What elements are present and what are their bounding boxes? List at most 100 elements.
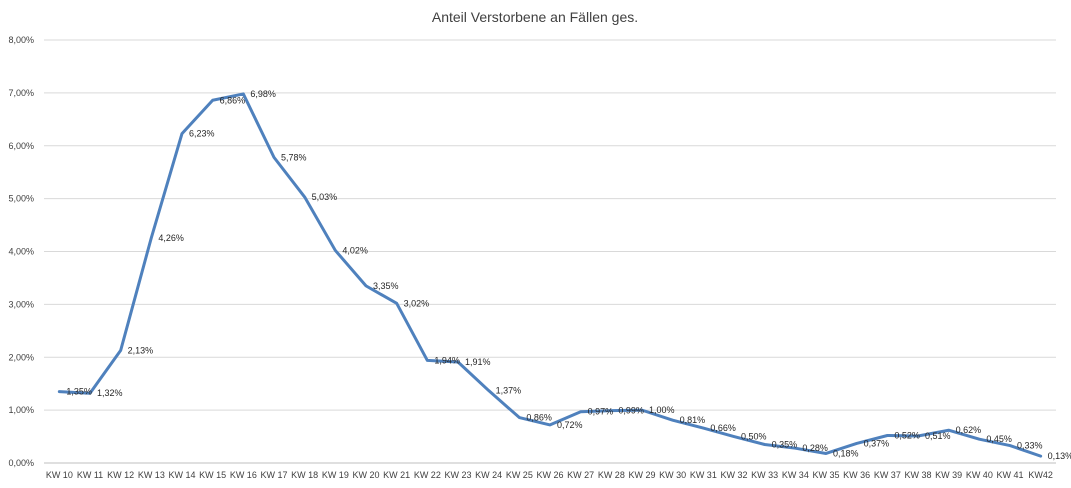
data-point: [457, 361, 459, 363]
x-tick-label: KW 24: [475, 470, 502, 480]
data-point: [549, 424, 551, 426]
data-label: 5,78%: [281, 152, 307, 162]
y-tick-label: 1,00%: [8, 405, 34, 415]
x-tick-label: KW 27: [567, 470, 594, 480]
x-tick-label: KW 22: [414, 470, 441, 480]
data-label: 0,37%: [864, 438, 890, 448]
x-tick-label: KW 14: [168, 470, 195, 480]
x-tick-label: KW 13: [138, 470, 165, 480]
x-tick-label: KW 10: [46, 470, 73, 480]
data-label: 3,02%: [404, 298, 430, 308]
x-tick-label: KW 33: [751, 470, 778, 480]
data-point: [89, 392, 91, 394]
data-label: 0,35%: [772, 439, 798, 449]
y-tick-label: 8,00%: [8, 35, 34, 45]
data-label: 0,72%: [557, 420, 583, 430]
data-point: [365, 285, 367, 287]
y-tick-label: 2,00%: [8, 352, 34, 362]
x-tick-label: KW 18: [291, 470, 318, 480]
data-label: 0,66%: [710, 423, 736, 433]
data-label: 0,28%: [802, 443, 828, 453]
x-tick-labels: KW 10 KW 11 KW 12 KW 13 KW 14 KW 15 KW 16 KW 17…: [46, 470, 1053, 480]
data-point: [886, 435, 888, 437]
y-axis: 0,00% 1,00% 2,00% 3,00% 4,00% 5,00% 6,00% 7,00%…: [8, 35, 34, 468]
series-line-path: [57, 92, 1043, 458]
data-label: 0,97%: [588, 407, 614, 417]
data-point: [120, 349, 122, 351]
x-tick-label: KW 26: [536, 470, 563, 480]
series-line: [57, 92, 1043, 458]
x-tick-label: KW 36: [843, 470, 870, 480]
data-point: [948, 429, 950, 431]
data-label: 0,81%: [680, 415, 706, 425]
data-label: 4,26%: [158, 233, 184, 243]
data-point: [641, 409, 643, 411]
y-tick-label: 6,00%: [8, 141, 34, 151]
data-point: [1009, 445, 1011, 447]
data-point: [150, 237, 152, 239]
data-label: 1,37%: [496, 386, 522, 396]
data-label: 0,45%: [986, 434, 1012, 444]
data-label: 1,32%: [97, 388, 123, 398]
x-tick-label: KW 19: [322, 470, 349, 480]
x-tick-label: KW 37: [874, 470, 901, 480]
data-point: [856, 442, 858, 444]
x-tick-label: KW 38: [904, 470, 931, 480]
y-tick-label: 5,00%: [8, 194, 34, 204]
y-tick-label: 3,00%: [8, 299, 34, 309]
data-point: [672, 419, 674, 421]
data-label: 6,98%: [250, 89, 276, 99]
x-tick-label: KW 39: [935, 470, 962, 480]
data-label: 0,52%: [894, 431, 920, 441]
data-label: 3,35%: [373, 281, 399, 291]
data-label: 1,35%: [66, 387, 92, 397]
x-tick-label: KW 35: [812, 470, 839, 480]
data-point: [334, 249, 336, 251]
data-point: [304, 196, 306, 198]
x-tick-label: KW 32: [720, 470, 747, 480]
x-tick-label: KW 12: [107, 470, 134, 480]
data-label: 1,00%: [649, 405, 675, 415]
data-point: [764, 443, 766, 445]
data-point: [273, 156, 275, 158]
x-tick-label: KW 29: [628, 470, 655, 480]
data-label: 5,03%: [312, 192, 338, 202]
x-tick-label: KW 28: [598, 470, 625, 480]
data-label: 0,13%: [1048, 451, 1071, 461]
x-tick-label: KW 23: [444, 470, 471, 480]
x-tick-label: KW 11: [77, 470, 103, 480]
data-label: 2,13%: [128, 345, 154, 355]
data-point: [610, 410, 612, 412]
x-tick-label: KW 21: [383, 470, 410, 480]
x-tick-label: KW 17: [260, 470, 287, 480]
data-label: 1,94%: [434, 355, 460, 365]
x-tick-label: KW 30: [659, 470, 686, 480]
x-tick-label: KW 31: [690, 470, 717, 480]
data-point: [794, 447, 796, 449]
data-label: 0,99%: [618, 406, 644, 416]
x-tick-label: KW 16: [230, 470, 257, 480]
y-tick-label: 0,00%: [8, 458, 34, 468]
data-label: 6,23%: [189, 129, 215, 139]
y-tick-label: 4,00%: [8, 247, 34, 257]
x-tick-label: KW 40: [966, 470, 993, 480]
x-tick-label: KW 34: [782, 470, 809, 480]
data-point: [518, 417, 520, 419]
data-point: [580, 411, 582, 413]
data-point: [426, 359, 428, 361]
data-label: 0,33%: [1017, 441, 1043, 451]
data-point: [212, 99, 214, 101]
x-tick-label: KW42: [1028, 470, 1053, 480]
data-point: [825, 452, 827, 454]
data-point: [917, 435, 919, 437]
data-label: 0,62%: [956, 425, 982, 435]
data-point: [702, 427, 704, 429]
x-tick-label: KW 15: [199, 470, 226, 480]
data-label: 0,18%: [833, 448, 859, 458]
data-point: [978, 438, 980, 440]
data-point: [733, 436, 735, 438]
data-point: [58, 391, 60, 393]
data-label: 6,86%: [220, 95, 246, 105]
data-point: [488, 390, 490, 392]
